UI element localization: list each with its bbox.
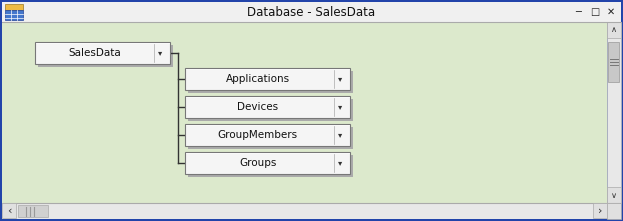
Text: Applications: Applications: [226, 74, 290, 84]
Bar: [2, 2, 621, 22]
Bar: [2, 22, 607, 203]
Bar: [593, 203, 607, 218]
Bar: [18, 205, 48, 217]
Bar: [188, 127, 353, 149]
Text: Database - SalesData: Database - SalesData: [247, 6, 376, 19]
Bar: [35, 42, 170, 64]
Bar: [188, 71, 353, 93]
Bar: [607, 22, 621, 203]
Text: Groups: Groups: [239, 158, 276, 168]
Bar: [607, 187, 621, 203]
Text: □: □: [591, 7, 599, 17]
Bar: [188, 155, 353, 177]
Bar: [5, 4, 23, 10]
Text: SalesData: SalesData: [68, 48, 121, 58]
Text: ›: ›: [598, 206, 602, 216]
Bar: [185, 68, 350, 90]
Text: ✕: ✕: [607, 7, 615, 17]
Bar: [608, 42, 619, 82]
Bar: [185, 124, 350, 146]
Text: ─: ─: [575, 7, 581, 17]
Bar: [185, 96, 350, 118]
Text: ∨: ∨: [611, 191, 617, 200]
Text: GroupMembers: GroupMembers: [217, 130, 298, 140]
Text: ▾: ▾: [338, 158, 342, 168]
Text: ∧: ∧: [611, 25, 617, 34]
Bar: [38, 45, 173, 67]
Text: Devices: Devices: [237, 102, 278, 112]
Text: ▾: ▾: [158, 48, 162, 57]
Text: ▾: ▾: [338, 130, 342, 139]
Bar: [188, 99, 353, 121]
Text: ▾: ▾: [338, 74, 342, 84]
Text: ▾: ▾: [338, 103, 342, 112]
Bar: [607, 203, 621, 219]
Bar: [185, 152, 350, 174]
Bar: [2, 203, 16, 218]
Text: ‹: ‹: [7, 206, 11, 216]
Bar: [607, 22, 621, 38]
Bar: [5, 10, 23, 20]
Bar: [2, 203, 621, 219]
